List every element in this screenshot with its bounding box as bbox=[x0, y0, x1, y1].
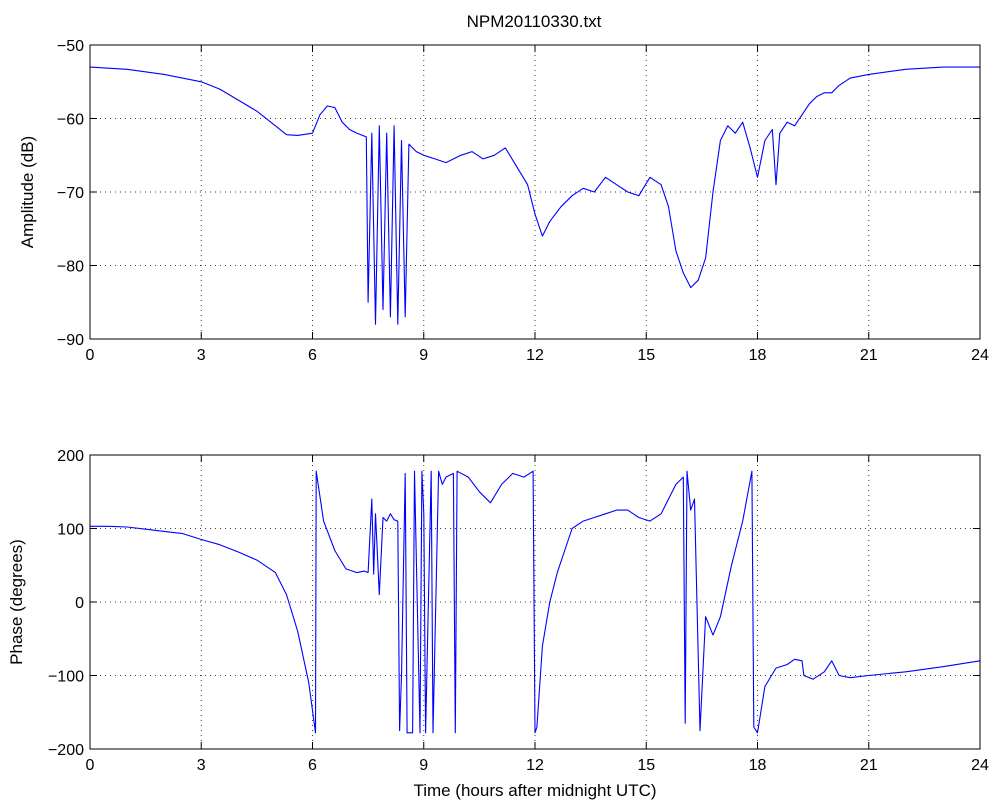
amplitude-y-tick-label: −80 bbox=[57, 259, 84, 276]
phase-x-axis-label: Time (hours after midnight UTC) bbox=[413, 781, 656, 800]
phase-y-tick-label: 100 bbox=[57, 522, 84, 539]
amplitude-x-tick-label: 12 bbox=[526, 347, 544, 364]
amplitude-x-tick-label: 24 bbox=[971, 347, 989, 364]
phase-x-tick-label: 21 bbox=[860, 757, 878, 774]
phase-axis-box bbox=[89, 454, 981, 750]
amplitude-y-tick-label: −50 bbox=[57, 38, 84, 55]
amplitude-x-tick-label: 9 bbox=[419, 347, 428, 364]
phase-series-line bbox=[90, 470, 981, 734]
amplitude-axis-box bbox=[89, 44, 981, 340]
amplitude-panel: 0 3 6 9 12 15 18 21 24 −90 −80 −70 −60 −50 Amplitude … bbox=[18, 38, 989, 364]
amplitude-x-tick-label: 15 bbox=[637, 347, 655, 364]
amplitude-y-tick-label: −90 bbox=[57, 332, 84, 349]
amplitude-y-axis-label: Amplitude (dB) bbox=[18, 136, 37, 248]
phase-x-tick-label: 0 bbox=[86, 757, 95, 774]
amplitude-y-tick-label: −60 bbox=[57, 112, 84, 129]
amplitude-x-tick-label: 3 bbox=[197, 347, 206, 364]
phase-x-tick-label: 18 bbox=[749, 757, 767, 774]
phase-panel: 0 3 6 9 12 15 18 21 24 −200 −100 0 100 200 Phase (deg… bbox=[7, 448, 989, 800]
amplitude-x-tick-label: 0 bbox=[86, 347, 95, 364]
phase-x-tick-label: 6 bbox=[308, 757, 317, 774]
amplitude-y-tick-label: −70 bbox=[57, 185, 84, 202]
phase-x-tick-label: 3 bbox=[197, 757, 206, 774]
amplitude-series-line bbox=[89, 66, 980, 325]
phase-y-tick-label: 0 bbox=[75, 595, 84, 612]
phase-x-tick-label: 12 bbox=[526, 757, 544, 774]
phase-x-tick-label: 9 bbox=[419, 757, 428, 774]
phase-y-axis-label: Phase (degrees) bbox=[7, 539, 26, 665]
phase-x-tick-label: 24 bbox=[971, 757, 989, 774]
phase-y-tick-label: −100 bbox=[48, 669, 84, 686]
amplitude-ticks: 0 3 6 9 12 15 18 21 24 −90 −80 −70 −60 −50 bbox=[57, 38, 989, 364]
phase-x-tick-label: 15 bbox=[637, 757, 655, 774]
amplitude-x-tick-label: 21 bbox=[860, 347, 878, 364]
phase-ticks: 0 3 6 9 12 15 18 21 24 −200 −100 0 100 200 bbox=[48, 448, 989, 774]
chart-title: NPM20110330.txt bbox=[467, 12, 602, 31]
phase-y-tick-label: 200 bbox=[57, 448, 84, 465]
amplitude-x-tick-label: 6 bbox=[308, 347, 317, 364]
amplitude-x-tick-label: 18 bbox=[749, 347, 767, 364]
amplitude-grid bbox=[90, 45, 980, 339]
phase-y-tick-label: −200 bbox=[48, 742, 84, 759]
